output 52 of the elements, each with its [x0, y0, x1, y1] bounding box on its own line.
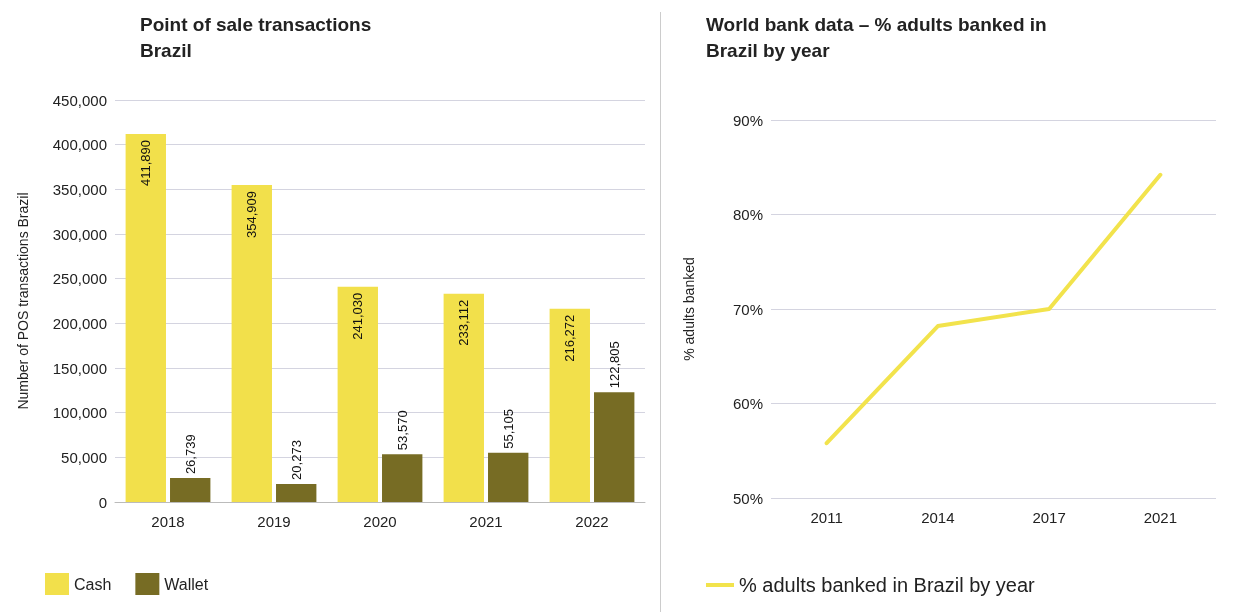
bar: [337, 286, 378, 502]
y-tick-label: 350,000: [52, 180, 107, 198]
y-tick-label: 400,000: [52, 136, 107, 154]
x-tick-label: 2017: [1032, 509, 1066, 526]
bar: [382, 454, 423, 502]
chart-title: Point of sale transactions Brazil: [140, 13, 372, 61]
data-label: 233,112: [456, 299, 472, 346]
data-label: 354,909: [244, 190, 260, 238]
bar: [488, 452, 529, 502]
bar: [276, 483, 317, 502]
data-label: 122,805: [606, 341, 622, 389]
x-tick-label: 2019: [257, 513, 291, 530]
y-tick-label: 50%: [732, 489, 763, 507]
bar: [125, 134, 166, 502]
y-tick-label: 60%: [732, 395, 763, 412]
y-tick-label: 200,000: [52, 314, 107, 332]
y-tick-label: 70%: [732, 300, 763, 318]
data-label: 241,030: [350, 292, 366, 340]
data-label: 411,890: [138, 140, 154, 187]
y-tick-label: 80%: [732, 206, 763, 223]
chart-title: World bank data – % adults banked in Brazil by year: [706, 13, 1047, 61]
y-axis-title: Number of POS transactions Brazil: [15, 192, 31, 410]
data-label: 20,273: [288, 440, 304, 480]
x-tick-label: 2021: [1143, 509, 1178, 526]
y-tick-label: 90%: [732, 111, 763, 129]
data-label: 26,739: [182, 434, 198, 475]
x-tick-label: 2021: [469, 513, 503, 530]
bar: [231, 184, 272, 502]
y-tick-label: 250,000: [52, 270, 107, 288]
line-series: [824, 172, 1163, 446]
data-label: 216,272: [562, 314, 578, 362]
bar: [443, 293, 484, 502]
x-tick-label: 2011: [810, 509, 843, 526]
legend-label: % adults banked in Brazil by year: [739, 574, 1036, 596]
y-axis-title: % adults banked: [681, 257, 697, 361]
y-tick-label: 100,000: [52, 404, 107, 422]
bar: [594, 392, 635, 502]
x-tick-label: 2022: [575, 513, 609, 530]
x-tick-label: 2018: [151, 513, 185, 530]
y-tick-label: 450,000: [52, 91, 107, 109]
y-tick-label: 0: [98, 493, 107, 511]
bar: [170, 478, 211, 502]
data-label: 53,570: [394, 410, 410, 451]
x-tick-label: 2014: [921, 509, 955, 526]
legend-label: Cash: [74, 575, 112, 593]
y-tick-label: 50,000: [61, 448, 107, 466]
y-tick-label: 300,000: [52, 225, 107, 243]
data-label: 55,105: [500, 409, 516, 449]
bar: [549, 308, 590, 502]
y-tick-label: 150,000: [52, 359, 107, 377]
x-tick-label: 2020: [363, 513, 397, 530]
legend-label: Wallet: [164, 575, 209, 593]
